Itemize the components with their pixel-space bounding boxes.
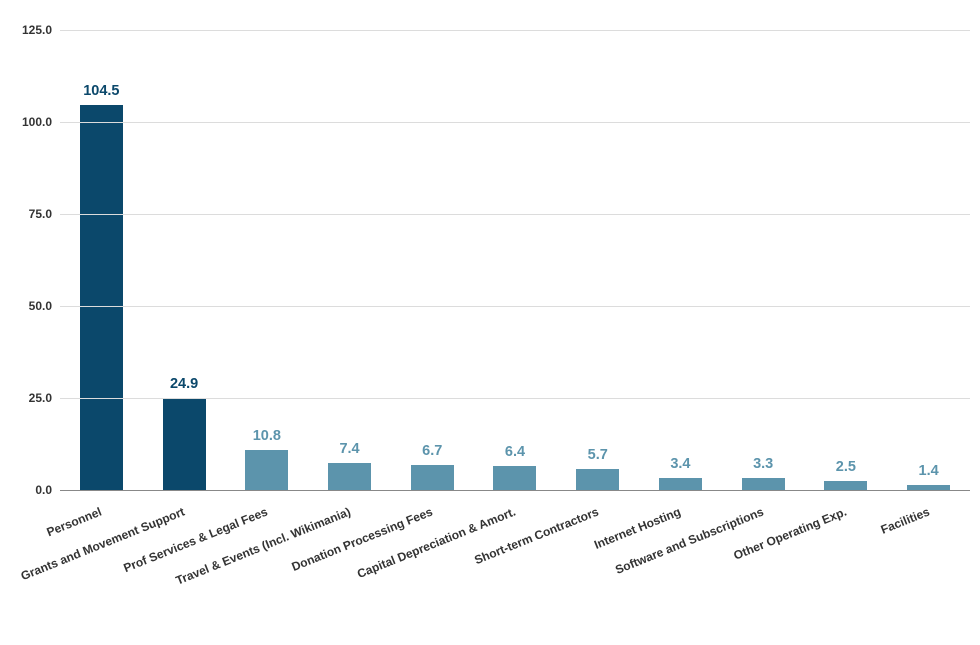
- y-tick-label: 100.0: [22, 115, 52, 129]
- gridline: [60, 214, 970, 215]
- expense-bar-chart: 104.5 24.9 10.87.46.76.45.73.43.32.51.4 0.…: [0, 0, 980, 645]
- gridline: [60, 122, 970, 123]
- bar: [80, 105, 123, 490]
- bar-slot: 6.4: [474, 30, 557, 490]
- value-label: 7.4: [308, 441, 391, 457]
- y-tick-label: 25.0: [29, 391, 52, 405]
- bar-slot: 1.4: [887, 30, 970, 490]
- value-label: 2.5: [805, 459, 888, 475]
- value-label: 6.4: [474, 444, 557, 460]
- gridline: [60, 30, 970, 31]
- bar-slot: 3.4: [639, 30, 722, 490]
- y-tick-label: 0.0: [35, 483, 52, 497]
- value-label: 104.5: [60, 83, 143, 99]
- y-tick-label: 75.0: [29, 207, 52, 221]
- bar-slot: 7.4: [308, 30, 391, 490]
- value-label: 6.7: [391, 443, 474, 459]
- bar-slot: 3.3: [722, 30, 805, 490]
- bar: [659, 478, 702, 491]
- value-label: 5.7: [556, 447, 639, 463]
- gridline: [60, 398, 970, 399]
- bar-slot: 5.7: [556, 30, 639, 490]
- bar: [576, 469, 619, 490]
- bar: [163, 398, 206, 490]
- bar: [245, 450, 288, 490]
- value-label: 10.8: [225, 428, 308, 444]
- bar: [328, 463, 371, 490]
- y-tick-label: 125.0: [22, 23, 52, 37]
- y-tick-label: 50.0: [29, 299, 52, 313]
- value-label: 3.3: [722, 456, 805, 472]
- plot-area: 104.5 24.9 10.87.46.76.45.73.43.32.51.4: [60, 30, 970, 490]
- value-label: 1.4: [887, 463, 970, 479]
- bar: [411, 465, 454, 490]
- bar-slot: 2.5: [805, 30, 888, 490]
- bar: [493, 466, 536, 490]
- bar: [824, 481, 867, 490]
- value-label: 3.4: [639, 456, 722, 472]
- gridline: [60, 306, 970, 307]
- bar-slot: 104.5: [60, 30, 143, 490]
- value-label: 24.9: [143, 376, 226, 392]
- bars-container: 104.5 24.9 10.87.46.76.45.73.43.32.51.4: [60, 30, 970, 490]
- bar-slot: 24.9: [143, 30, 226, 490]
- bar-slot: 6.7: [391, 30, 474, 490]
- baseline: [60, 490, 970, 491]
- bar: [742, 478, 785, 490]
- bar-slot: 10.8: [225, 30, 308, 490]
